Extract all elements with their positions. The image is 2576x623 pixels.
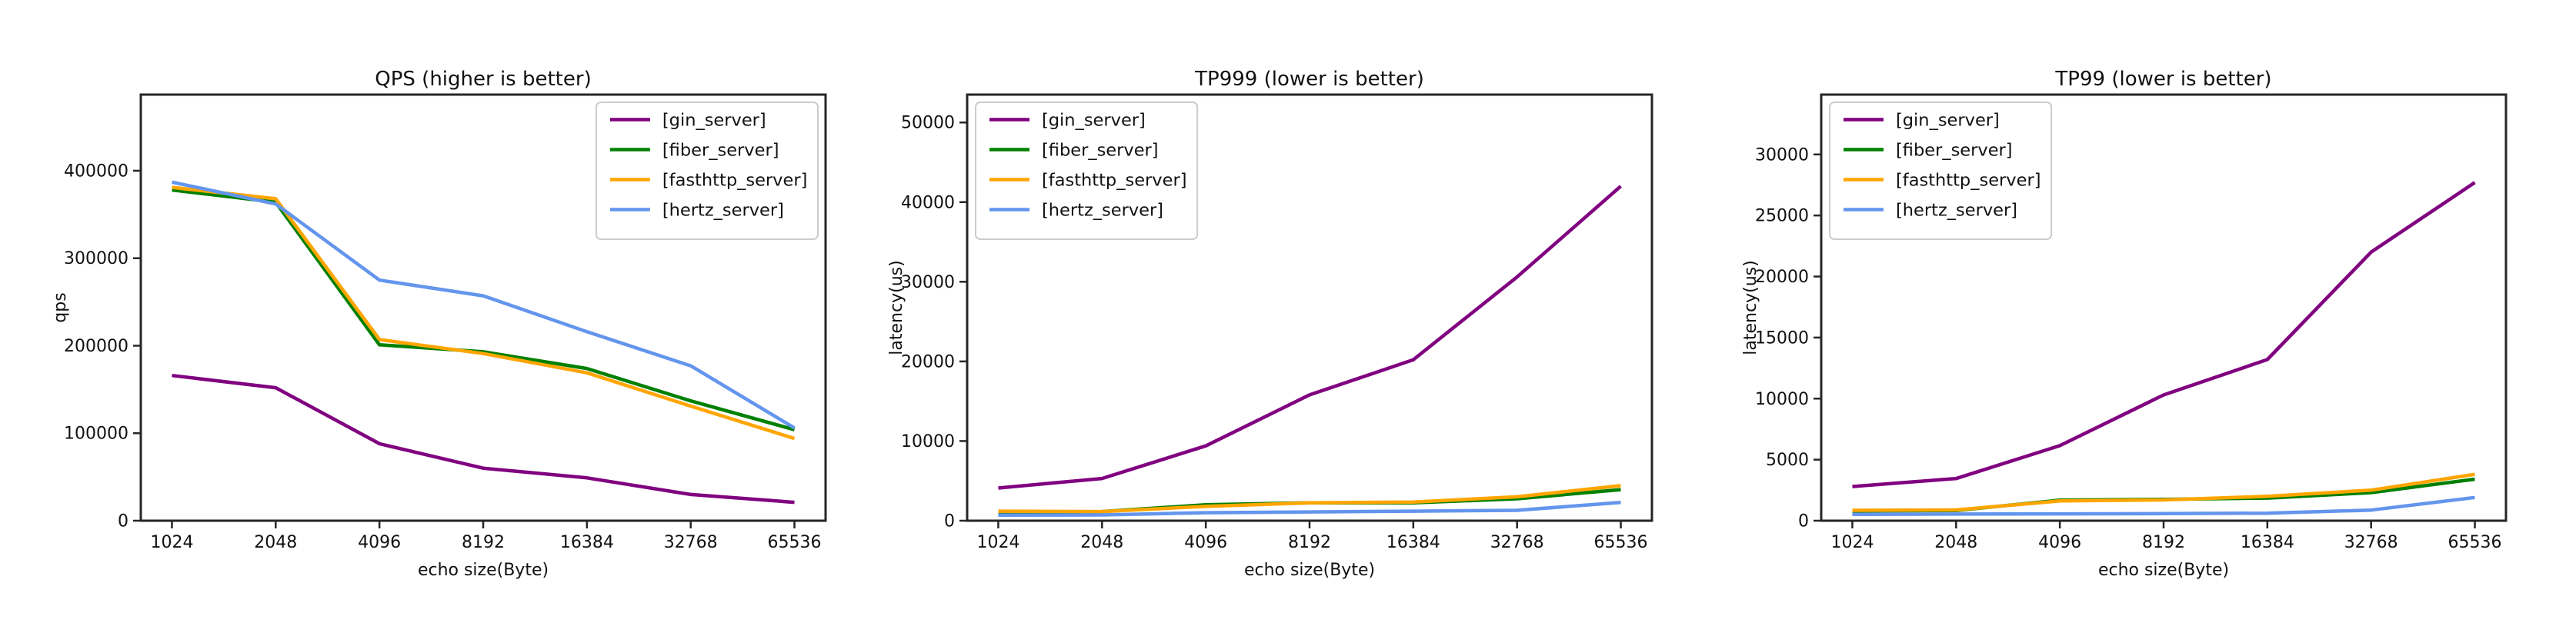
y-axis-label: qps xyxy=(51,292,70,322)
legend-box xyxy=(975,102,1199,240)
chart-tp99: TP99 (lower is better) 0 5000 10000 15000 200… xyxy=(1741,68,2508,580)
x-tick-label: 8192 xyxy=(462,533,505,552)
x-tick-label: 32768 xyxy=(664,533,718,552)
legend-label: [fiber_server] xyxy=(662,141,779,161)
x-axis-label: echo size(Byte) xyxy=(2098,561,2229,580)
plot-border xyxy=(139,93,827,522)
y-axis: 0 100000 200000 300000 400000 xyxy=(64,162,141,531)
x-axis-label: echo size(Byte) xyxy=(418,561,549,580)
legend-label: [fiber_server] xyxy=(1042,141,1159,161)
x-tick-label: 4096 xyxy=(2038,533,2081,552)
x-tick-label: 65536 xyxy=(768,533,822,552)
series-line-hertz_server xyxy=(1852,495,2475,516)
series-line-gin_server xyxy=(1852,181,2476,488)
x-tick-label: 65536 xyxy=(2448,533,2502,552)
y-tick-label: 25000 xyxy=(1755,207,1809,226)
chart-title: TP99 (lower is better) xyxy=(2054,68,2271,91)
y-tick-label: 0 xyxy=(118,512,128,531)
plot-border xyxy=(1820,93,2508,522)
series-line-fasthttp_server xyxy=(1852,472,2475,512)
y-tick-label: 5000 xyxy=(1766,451,1809,470)
x-tick-label: 16384 xyxy=(2241,533,2294,552)
x-tick-label: 4096 xyxy=(1184,533,1227,552)
legend-label: [gin_server] xyxy=(1896,111,2000,131)
x-tick-label: 16384 xyxy=(1386,533,1440,552)
plot-border xyxy=(966,93,1653,522)
x-axis: 1024 2048 4096 8192 16384 32768 65536 xyxy=(976,521,1648,552)
chart-title: TP999 (lower is better) xyxy=(1194,68,1424,91)
y-tick-label: 15000 xyxy=(1755,328,1809,348)
chart-tp999: TP999 (lower is better) 0 10000 20000 30000 4… xyxy=(887,68,1653,580)
x-tick-label: 65536 xyxy=(1594,533,1648,552)
y-tick-label: 50000 xyxy=(901,114,955,133)
y-axis: 0 5000 10000 15000 20000 25000 30000 xyxy=(1755,145,1821,531)
y-tick-label: 30000 xyxy=(1755,145,1809,165)
legend-label: [gin_server] xyxy=(1042,111,1146,131)
y-tick-label: 400000 xyxy=(64,162,128,181)
y-tick-label: 20000 xyxy=(901,352,955,371)
y-tick-label: 100000 xyxy=(64,425,128,444)
series-line-fiber_server xyxy=(172,188,796,431)
legend-label: [hertz_server] xyxy=(662,201,784,221)
x-tick-label: 32768 xyxy=(1490,533,1544,552)
y-tick-label: 10000 xyxy=(901,432,955,451)
series-line-gin_server xyxy=(172,373,795,505)
series-line-fasthttp_server xyxy=(172,185,796,441)
x-axis: 1024 2048 4096 8192 16384 32768 65536 xyxy=(1830,521,2502,552)
x-axis-label: echo size(Byte) xyxy=(1244,561,1375,580)
legend-box xyxy=(595,102,819,240)
series-line-fasthttp_server xyxy=(998,484,1621,514)
x-tick-label: 8192 xyxy=(2142,533,2185,552)
legend-label: [hertz_server] xyxy=(1896,201,2017,221)
x-tick-label: 8192 xyxy=(1288,533,1331,552)
series-line-hertz_server xyxy=(998,500,1621,518)
x-tick-label: 4096 xyxy=(358,533,401,552)
legend-label: [gin_server] xyxy=(662,111,766,131)
y-tick-label: 10000 xyxy=(1755,390,1809,409)
x-tick-label: 2048 xyxy=(1934,533,1977,552)
series-line-hertz_server xyxy=(172,180,796,430)
x-tick-label: 2048 xyxy=(254,533,297,552)
chart-title: QPS (higher is better) xyxy=(375,68,591,91)
y-tick-label: 40000 xyxy=(901,193,955,212)
y-tick-label: 200000 xyxy=(64,337,128,356)
y-tick-label: 0 xyxy=(944,512,955,531)
x-tick-label: 2048 xyxy=(1080,533,1123,552)
x-tick-label: 32768 xyxy=(2344,533,2398,552)
legend: [gin_server] [fiber_server] [fasthttp_serv… xyxy=(975,102,1199,240)
series-line-gin_server xyxy=(998,185,1622,490)
x-tick-label: 16384 xyxy=(560,533,614,552)
legend-label: [fiber_server] xyxy=(1896,141,2013,161)
legend-label: [hertz_server] xyxy=(1042,201,1163,221)
legend-label: [fasthttp_server] xyxy=(1042,171,1186,191)
y-tick-label: 20000 xyxy=(1755,268,1809,287)
x-tick-label: 1024 xyxy=(1830,533,1874,552)
y-axis: 0 10000 20000 30000 40000 50000 xyxy=(901,114,967,531)
x-axis: 1024 2048 4096 8192 16384 32768 65536 xyxy=(150,521,822,552)
y-axis-label: latency(us) xyxy=(1741,260,1760,355)
y-tick-label: 30000 xyxy=(901,273,955,292)
legend-label: [fasthttp_server] xyxy=(662,171,807,191)
y-axis-label: latency(us) xyxy=(887,260,906,355)
y-tick-label: 0 xyxy=(1798,512,1809,531)
x-tick-label: 1024 xyxy=(150,533,193,552)
y-tick-label: 300000 xyxy=(64,249,128,268)
legend: [gin_server] [fiber_server] [fasthttp_serv… xyxy=(595,102,819,240)
legend-label: [fasthttp_server] xyxy=(1896,171,2040,191)
chart-qps: QPS (higher is better) 0 100000 200000 30000… xyxy=(51,68,827,580)
x-tick-label: 1024 xyxy=(976,533,1019,552)
legend: [gin_server] [fiber_server] [fasthttp_serv… xyxy=(1829,102,2053,240)
legend-box xyxy=(1829,102,2053,240)
series-line-fiber_server xyxy=(1852,477,2475,513)
